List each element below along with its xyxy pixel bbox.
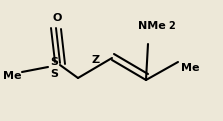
Text: Me: Me [3,71,21,81]
Text: Z: Z [92,55,100,65]
Text: S: S [50,69,58,79]
Text: S: S [50,57,58,67]
Text: O: O [52,13,62,23]
Text: 2: 2 [169,21,175,31]
Text: NMe: NMe [138,21,166,31]
Text: Me: Me [181,63,199,73]
